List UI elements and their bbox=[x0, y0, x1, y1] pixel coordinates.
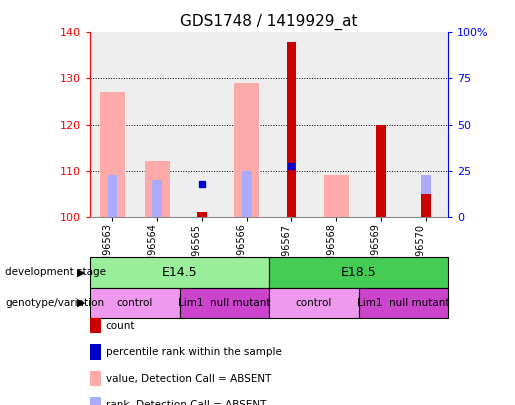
Bar bbox=[358, 288, 448, 318]
Title: GDS1748 / 1419929_at: GDS1748 / 1419929_at bbox=[180, 13, 358, 30]
Text: ▶: ▶ bbox=[76, 298, 85, 308]
Text: control: control bbox=[296, 298, 332, 308]
Text: E14.5: E14.5 bbox=[162, 266, 197, 279]
Text: ▶: ▶ bbox=[76, 267, 85, 277]
Text: Lim1  null mutant: Lim1 null mutant bbox=[357, 298, 450, 308]
Text: value, Detection Call = ABSENT: value, Detection Call = ABSENT bbox=[106, 374, 271, 384]
Bar bbox=[197, 212, 207, 217]
Bar bbox=[108, 175, 117, 217]
Bar bbox=[180, 288, 269, 318]
Bar bbox=[234, 83, 259, 217]
Text: control: control bbox=[117, 298, 153, 308]
Bar bbox=[421, 175, 431, 217]
Bar bbox=[242, 171, 252, 217]
Text: Lim1  null mutant: Lim1 null mutant bbox=[178, 298, 270, 308]
Text: count: count bbox=[106, 321, 135, 331]
Bar bbox=[376, 175, 386, 217]
Bar bbox=[269, 288, 358, 318]
Text: percentile rank within the sample: percentile rank within the sample bbox=[106, 347, 282, 357]
Text: development stage: development stage bbox=[5, 267, 106, 277]
Bar bbox=[145, 161, 169, 217]
Bar bbox=[100, 92, 125, 217]
Bar bbox=[152, 180, 162, 217]
Bar bbox=[286, 42, 296, 217]
Bar bbox=[90, 257, 269, 288]
Bar bbox=[90, 288, 180, 318]
Text: rank, Detection Call = ABSENT: rank, Detection Call = ABSENT bbox=[106, 400, 266, 405]
Bar bbox=[376, 124, 386, 217]
Bar bbox=[421, 194, 431, 217]
Text: genotype/variation: genotype/variation bbox=[5, 298, 104, 308]
Bar bbox=[324, 175, 349, 217]
Text: E18.5: E18.5 bbox=[341, 266, 376, 279]
Bar bbox=[269, 257, 448, 288]
